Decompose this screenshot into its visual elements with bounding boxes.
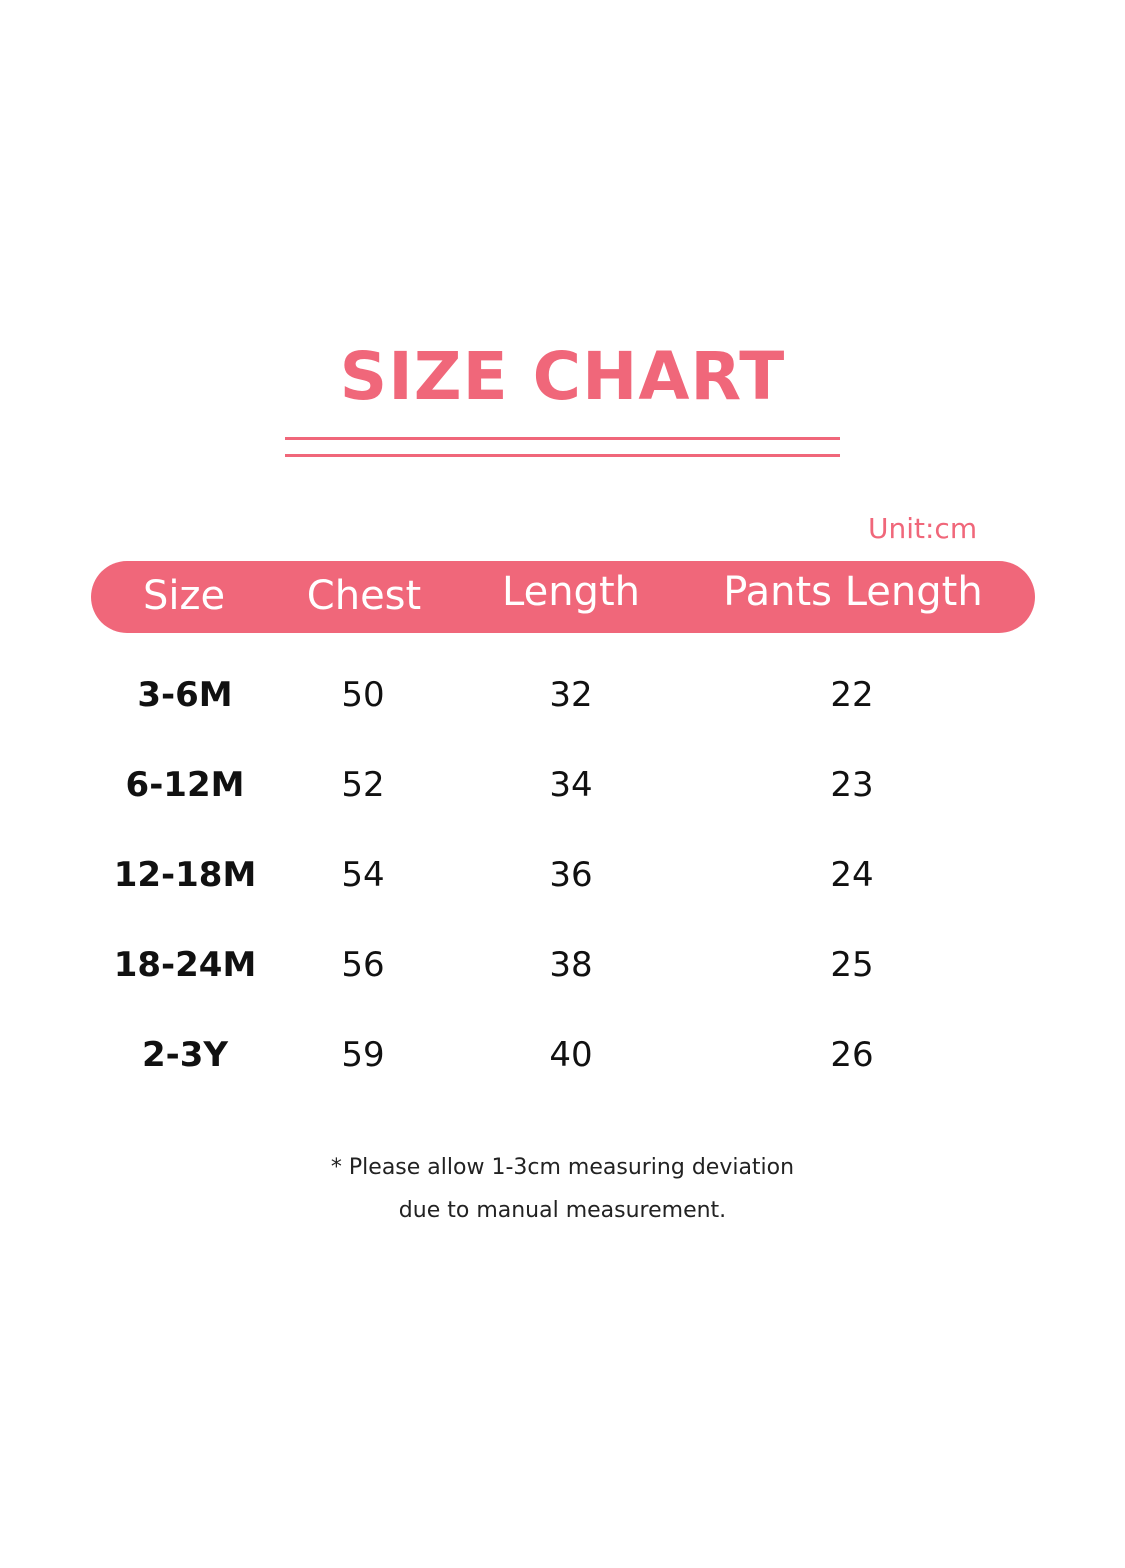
unit-label: Unit:cm	[868, 512, 978, 545]
cell-pants-length: 23	[830, 765, 874, 805]
table-row: 18-24M 56 38 25	[0, 935, 1125, 995]
cell-pants-length: 24	[830, 855, 874, 895]
cell-chest: 54	[341, 855, 385, 895]
page-title: SIZE CHART	[339, 338, 786, 415]
header-size: Size	[142, 573, 226, 619]
note-line-1: * Please allow 1-3cm measuring deviation	[330, 1155, 795, 1180]
cell-size: 3-6M	[137, 675, 233, 715]
cell-chest: 50	[341, 675, 385, 715]
cell-length: 36	[549, 855, 593, 895]
cell-pants-length: 25	[830, 945, 874, 985]
cell-pants-length: 26	[830, 1035, 874, 1075]
cell-length: 34	[549, 765, 593, 805]
header-length: Length	[502, 569, 640, 615]
cell-chest: 52	[341, 765, 385, 805]
table-header: Size Chest Length Pants Length	[91, 561, 1035, 633]
title-divider-bottom	[285, 454, 840, 457]
table-row: 2-3Y 59 40 26	[0, 1025, 1125, 1085]
cell-pants-length: 22	[830, 675, 874, 715]
cell-length: 38	[549, 945, 593, 985]
cell-size: 12-18M	[113, 855, 257, 895]
cell-length: 32	[549, 675, 593, 715]
cell-size: 2-3Y	[141, 1035, 229, 1075]
header-pants-length: Pants Length	[723, 569, 983, 615]
table-row: 3-6M 50 32 22	[0, 665, 1125, 725]
table-row: 6-12M 52 34 23	[0, 755, 1125, 815]
cell-chest: 59	[341, 1035, 385, 1075]
table-row: 12-18M 54 36 24	[0, 845, 1125, 905]
title-divider-top	[285, 437, 840, 440]
note-line-2: due to manual measurement.	[398, 1198, 727, 1223]
header-chest: Chest	[306, 573, 422, 619]
cell-length: 40	[549, 1035, 593, 1075]
cell-size: 6-12M	[125, 765, 245, 805]
cell-chest: 56	[341, 945, 385, 985]
cell-size: 18-24M	[113, 945, 257, 985]
